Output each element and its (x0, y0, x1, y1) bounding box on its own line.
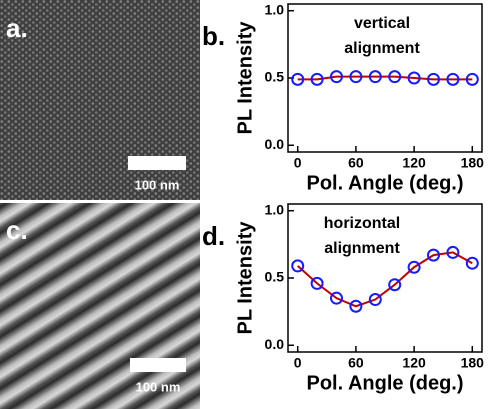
scale-bar (130, 358, 186, 372)
marker (368, 70, 382, 84)
scale-bar (128, 156, 186, 170)
marker (310, 276, 324, 290)
x-tick-label: 0 (294, 155, 302, 171)
x-tick-label: 180 (461, 155, 485, 171)
marker (291, 259, 305, 273)
y-tick-label: 1.0 (265, 201, 285, 217)
y-tick-label: 0.5 (265, 269, 285, 285)
scale-label: 100 nm (136, 379, 181, 394)
marker (388, 70, 402, 84)
marker (349, 299, 363, 313)
marker (330, 70, 343, 84)
scale-label: 100 nm (135, 177, 180, 192)
annotation: alignment (324, 240, 400, 257)
panel-label: d. (202, 221, 225, 251)
panel-a-image: 100 nm a. (0, 0, 200, 200)
marker (465, 256, 479, 270)
panel-c-image: 100 nm c. (0, 203, 200, 409)
x-axis-label: Pol. Angle (deg.) (306, 372, 463, 394)
y-axis-label: PL Intensity (234, 221, 256, 335)
marker (291, 72, 305, 86)
marker (368, 293, 382, 307)
y-tick-label: 0.0 (265, 136, 285, 152)
marker (465, 72, 479, 86)
y-tick-label: 0.0 (265, 336, 285, 352)
x-tick-label: 180 (461, 355, 485, 371)
x-tick-label: 0 (294, 355, 302, 371)
marker (349, 70, 363, 84)
marker (427, 72, 440, 86)
panel-label: a. (6, 13, 28, 43)
x-tick-label: 60 (348, 155, 364, 171)
marker (446, 72, 460, 86)
marker (310, 72, 324, 86)
annotation: alignment (344, 40, 420, 57)
series-line (297, 251, 473, 308)
x-tick-label: 60 (348, 355, 364, 371)
annotation: vertical (354, 15, 410, 32)
annotation: horizontal (324, 215, 400, 232)
x-tick-label: 120 (402, 355, 426, 371)
marker (427, 248, 440, 262)
x-tick-label: 120 (402, 155, 426, 171)
y-tick-label: 1.0 (265, 1, 285, 17)
panel-label: c. (6, 215, 28, 245)
y-axis-label: PL Intensity (234, 21, 256, 135)
x-axis-label: Pol. Angle (deg.) (306, 172, 463, 194)
marker (446, 245, 460, 259)
y-tick-label: 0.5 (265, 69, 285, 85)
series-line (297, 75, 473, 81)
marker (330, 291, 343, 305)
marker (388, 278, 402, 292)
panel-label: b. (202, 21, 225, 51)
marker (407, 260, 421, 274)
marker (407, 71, 421, 85)
